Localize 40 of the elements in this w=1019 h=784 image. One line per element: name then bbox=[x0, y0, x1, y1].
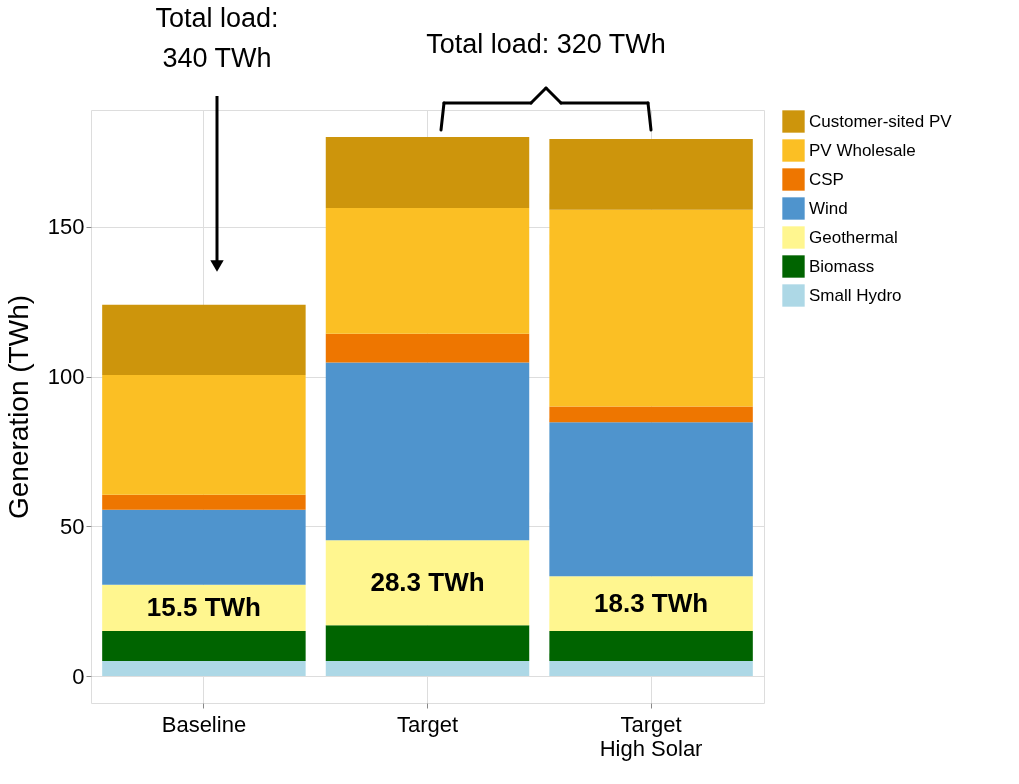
bar bbox=[549, 422, 753, 577]
bar bbox=[325, 540, 530, 626]
bar bbox=[549, 406, 753, 423]
x-tick-label: Target High Solar bbox=[599, 711, 703, 761]
bar bbox=[102, 661, 306, 677]
bar bbox=[325, 207, 530, 334]
data-label: 28.3 TWh bbox=[370, 566, 485, 597]
text: Total load: 340 TWh bbox=[155, 3, 279, 73]
bar bbox=[325, 661, 530, 677]
legend-label: Customer-sited PV bbox=[809, 111, 953, 131]
legend-label: CSP bbox=[809, 169, 844, 189]
bar bbox=[325, 625, 530, 662]
bar bbox=[102, 375, 306, 495]
legend-label: Small Hydro bbox=[809, 285, 902, 305]
y-tick-label: 50 bbox=[60, 513, 85, 539]
bar bbox=[549, 209, 753, 407]
bar bbox=[102, 304, 306, 376]
x-tick-label: Target bbox=[396, 711, 459, 737]
y-tick-label: 100 bbox=[47, 364, 85, 390]
bar bbox=[549, 576, 753, 632]
bar bbox=[102, 631, 306, 662]
text: Total load: 320 TWh bbox=[426, 29, 666, 59]
y-tick-label: 150 bbox=[47, 214, 85, 240]
bar bbox=[325, 333, 530, 363]
bar bbox=[325, 362, 530, 541]
x-tick-label: Baseline bbox=[161, 711, 247, 737]
bar bbox=[325, 136, 530, 208]
y-tick-label: 0 bbox=[72, 663, 85, 689]
data-label: 15.5 TWh bbox=[146, 591, 261, 622]
y-axis-title: Generation (TWh) bbox=[2, 294, 34, 520]
bar bbox=[549, 661, 753, 677]
bar bbox=[102, 494, 306, 510]
bar bbox=[549, 631, 753, 662]
legend-label: Biomass bbox=[809, 256, 875, 276]
legend-label: PV Wholesale bbox=[809, 140, 916, 160]
legend-label: Wind bbox=[809, 198, 848, 218]
bar bbox=[102, 509, 306, 585]
bar bbox=[549, 139, 753, 210]
data-label: 18.3 TWh bbox=[594, 587, 709, 618]
legend-label: Geothermal bbox=[809, 227, 898, 247]
